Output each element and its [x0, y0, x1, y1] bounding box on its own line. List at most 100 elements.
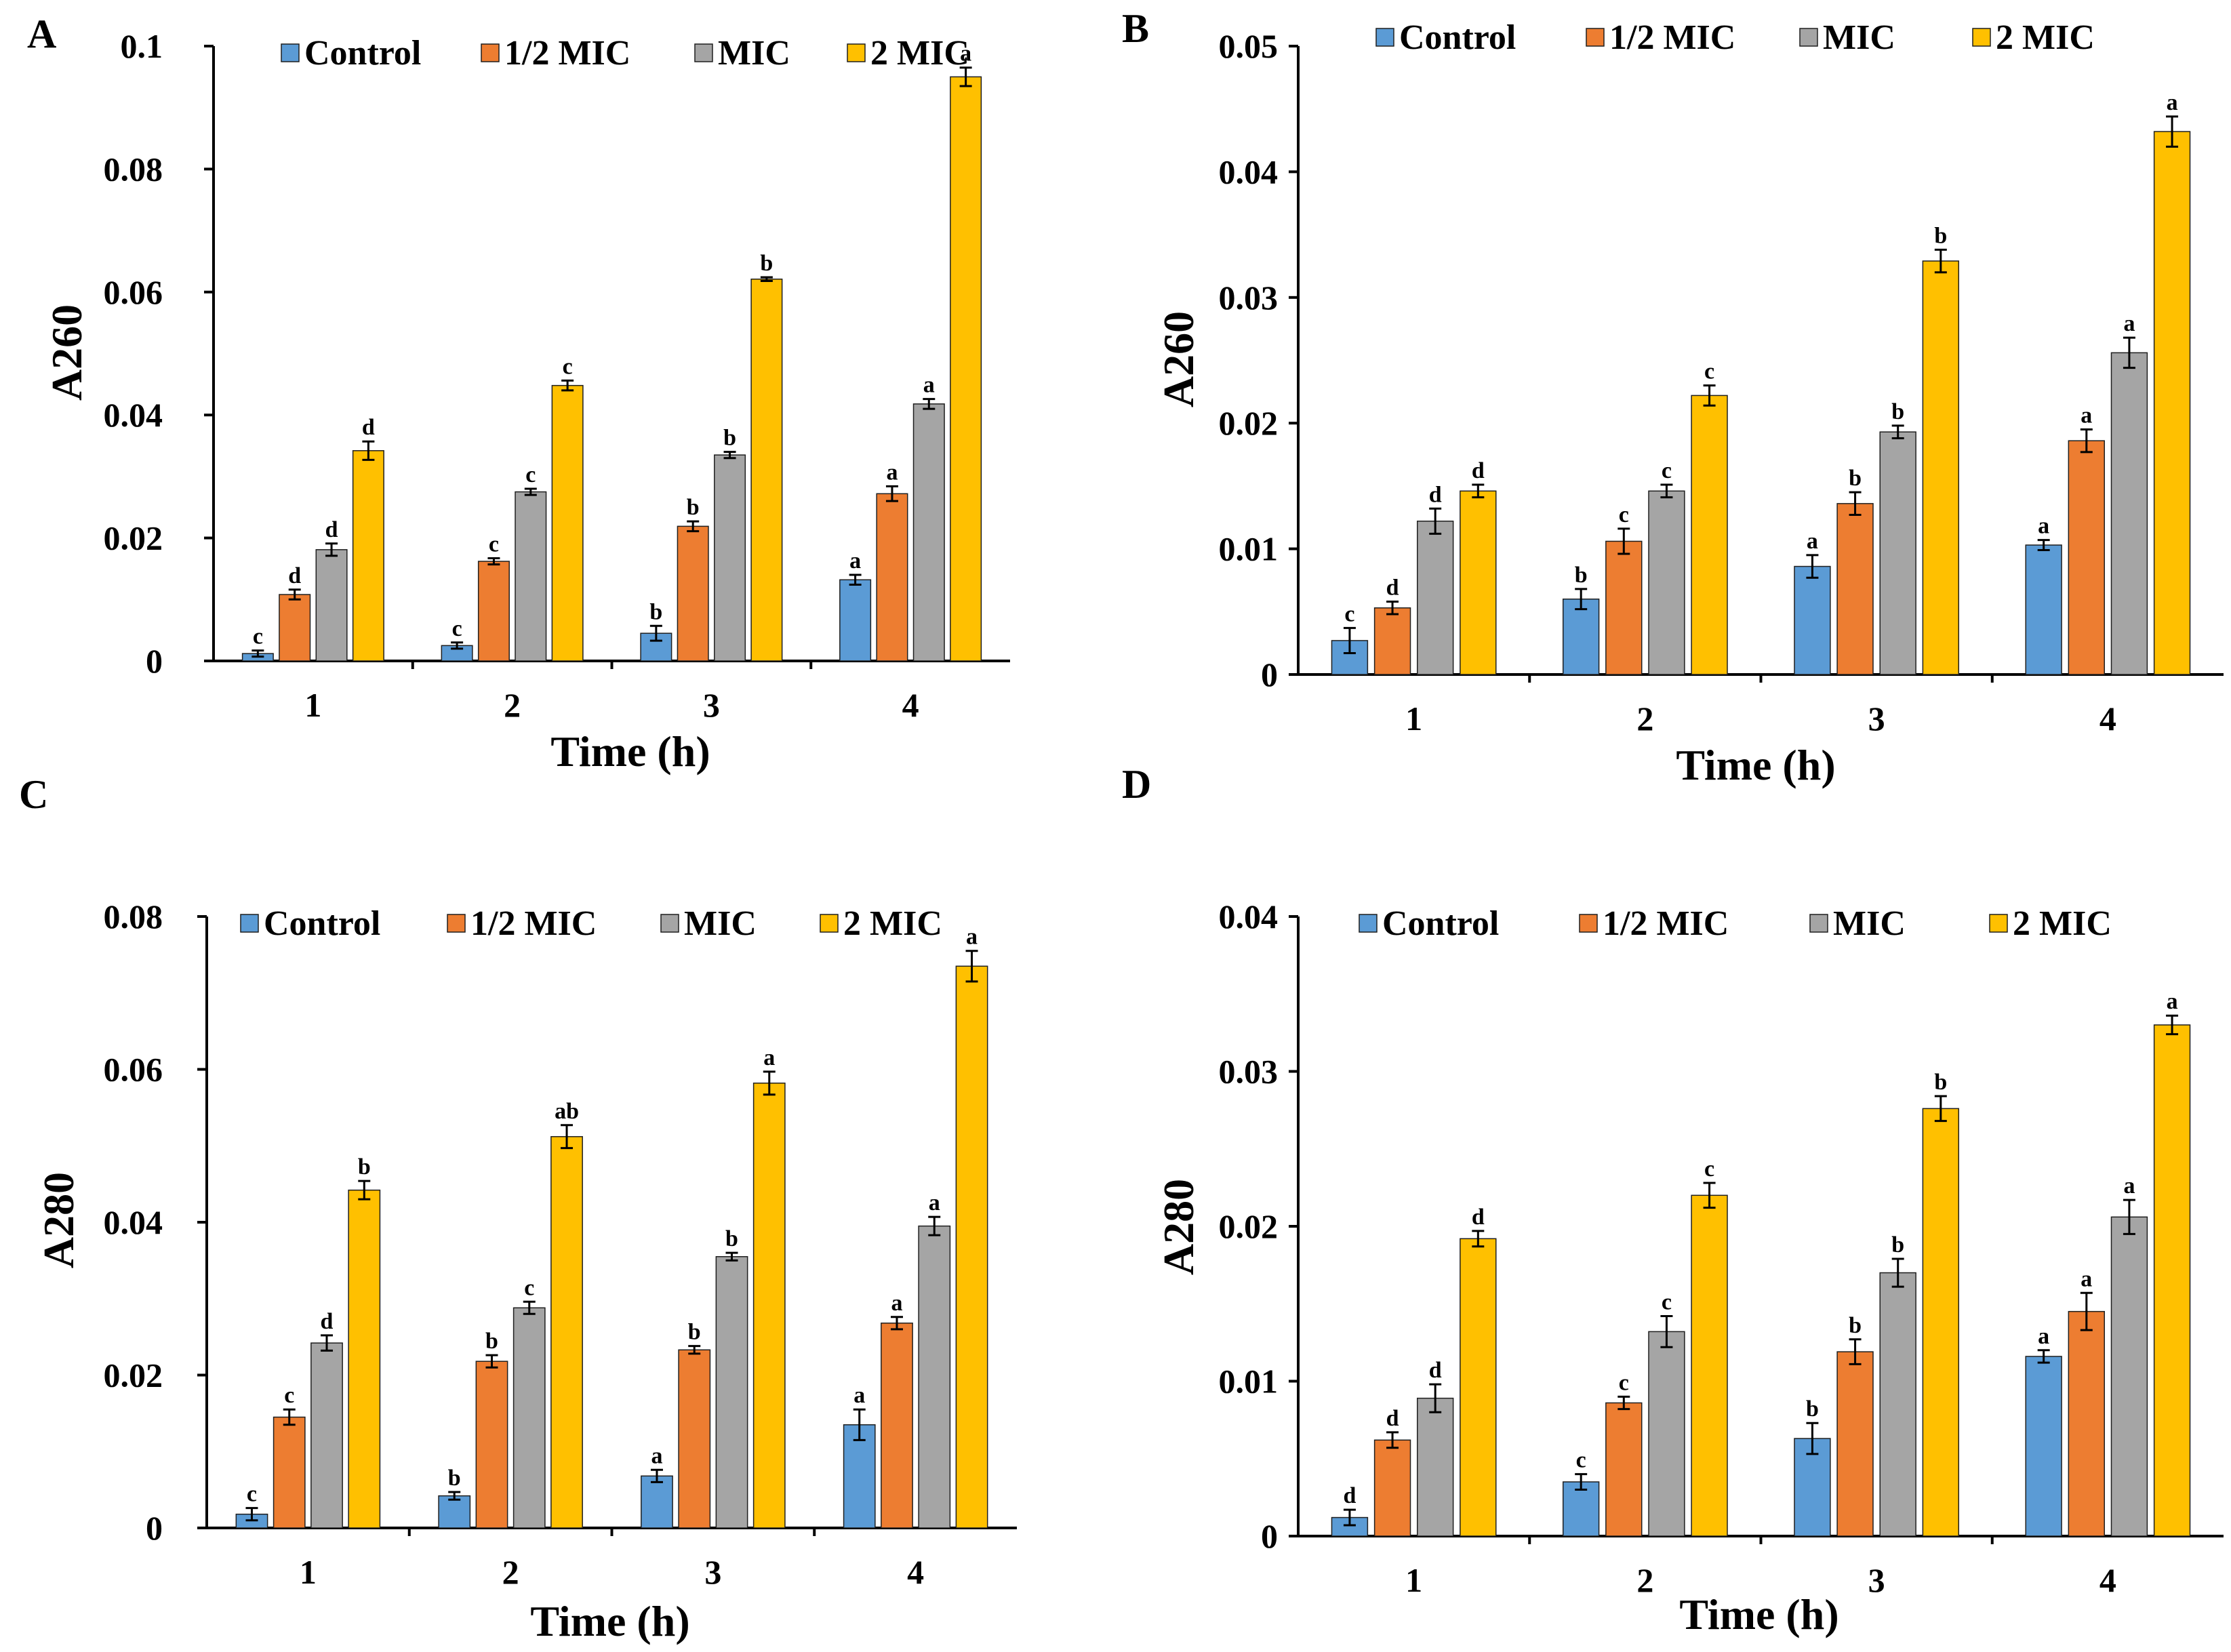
- panel-a-bar: [515, 491, 547, 662]
- panel-d-bar: [1605, 1402, 1643, 1537]
- panel-d: D 0 0.01 0.02 0.03 0.04 A280 Time (h) 1 d d d d 2 c c c c…: [1122, 762, 2224, 1638]
- panel-c-significance-label: c: [284, 1383, 294, 1408]
- panel-b-significance-label: a: [2123, 311, 2135, 336]
- panel-c-significance-label: a: [651, 1443, 662, 1468]
- panel-b-significance-label: b: [1891, 399, 1904, 424]
- panel-c-bar: [438, 1495, 471, 1529]
- panel-b-bar: [1879, 431, 1916, 675]
- panel-a-y-tick-label: 0.06: [104, 273, 163, 311]
- panel-b-y-tick-label: 0.02: [1219, 404, 1279, 442]
- panel-b-bar: [2153, 131, 2191, 675]
- panel-a-significance-label: a: [849, 548, 861, 573]
- panel-c-bar: [310, 1342, 343, 1529]
- panel-b-legend-label: 1/2 MIC: [1609, 18, 1735, 57]
- panel-a-x-axis-title: Time (h): [550, 727, 710, 775]
- panel-d-legend-swatch: [1579, 914, 1598, 933]
- panel-c-legend-label: 1/2 MIC: [470, 904, 597, 943]
- panel-d-legend-label: Control: [1382, 904, 1499, 943]
- panel-c-significance-label: a: [853, 1383, 865, 1408]
- panel-a-y-axis-title: A260: [43, 304, 91, 401]
- panel-b-x-tick-label: 4: [2099, 700, 2116, 738]
- panel-a-significance-label: c: [253, 624, 263, 649]
- panel-d-x-tick-label: 3: [1868, 1561, 1885, 1599]
- panel-c-significance-label: b: [688, 1320, 701, 1345]
- panel-a-bar: [551, 384, 584, 662]
- panel-c-legend-swatch: [660, 914, 679, 933]
- panel-b-bar: [1794, 565, 1831, 675]
- panel-b-bar: [1605, 540, 1643, 675]
- panel-c-letter: C: [19, 772, 48, 817]
- panel-c-legend-label: MIC: [684, 904, 757, 943]
- panel-a-bar: [477, 561, 510, 662]
- panel-c-bar: [512, 1307, 546, 1529]
- panel-c-significance-label: b: [358, 1154, 371, 1180]
- panel-d-significance-label: b: [1934, 1070, 1947, 1095]
- panel-b-y-axis-title: A260: [1154, 311, 1203, 407]
- panel-c-bar: [550, 1135, 583, 1529]
- panel-a-significance-label: a: [960, 41, 971, 66]
- panel-a-x-tick-label: 4: [902, 686, 919, 724]
- panel-a-bar: [876, 493, 908, 662]
- panel-b-y-tick-label: 0.03: [1219, 279, 1279, 317]
- panel-a-x-tick-label: 2: [504, 686, 521, 724]
- panel-c-y-tick-label: 0.04: [104, 1203, 163, 1241]
- panel-a-significance-label: b: [649, 599, 662, 624]
- panel-d-legend-label: 2 MIC: [2013, 904, 2112, 943]
- panel-b-legend-swatch: [1375, 28, 1394, 47]
- panel-a-letter: A: [27, 12, 56, 56]
- panel-c-significance-label: b: [725, 1226, 738, 1251]
- panel-b-x-tick-label: 2: [1636, 700, 1653, 738]
- panel-a-significance-label: b: [723, 426, 736, 451]
- panel-b-bar: [2025, 544, 2062, 675]
- panel-a-significance-label: d: [325, 517, 338, 542]
- panel-d-significance-label: d: [1429, 1358, 1442, 1383]
- panel-c: C 0 0.02 0.04 0.06 0.08 A280 Time (h) 1 c c d b 2 b b c a…: [19, 772, 1017, 1645]
- panel-b-x-axis-title: Time (h): [1676, 741, 1835, 789]
- panel-a-legend-label: Control: [304, 34, 421, 73]
- panel-a-bar: [677, 525, 709, 662]
- panel-a-y-tick-label: 0.04: [104, 396, 163, 434]
- panel-c-legend-label: Control: [264, 904, 380, 943]
- panel-b-legend-swatch: [1972, 28, 1991, 47]
- panel-d-bar: [2025, 1356, 2062, 1537]
- panel-d-y-tick-label: 0.01: [1219, 1363, 1279, 1401]
- panel-c-x-tick-label: 1: [300, 1553, 317, 1591]
- panel-d-bar: [1922, 1108, 1960, 1537]
- panel-a-legend-label: 1/2 MIC: [504, 34, 630, 73]
- panel-a-y-tick-label: 0.1: [121, 27, 163, 65]
- panel-b-x-tick-label: 3: [1868, 700, 1885, 738]
- panel-a-bar: [750, 279, 783, 662]
- panel-b-significance-label: a: [2167, 90, 2178, 115]
- panel-d-legend-swatch: [1359, 914, 1378, 933]
- panel-d-bar: [1879, 1272, 1916, 1537]
- panel-c-significance-label: a: [763, 1045, 775, 1070]
- panel-b-significance-label: c: [1704, 359, 1714, 384]
- panel-b-significance-label: a: [1807, 529, 1818, 554]
- panel-b-significance-label: c: [1619, 502, 1629, 527]
- panel-d-legend-label: MIC: [1833, 904, 1906, 943]
- panel-a-legend-swatch: [481, 43, 500, 62]
- panel-d-significance-label: a: [2167, 989, 2178, 1014]
- panel-b-bar: [1562, 599, 1600, 675]
- panel-b-bar: [1836, 503, 1874, 675]
- panel-c-bar: [678, 1349, 711, 1529]
- panel-b-legend-swatch: [1799, 28, 1818, 47]
- panel-d-y-tick-label: 0.02: [1219, 1207, 1279, 1245]
- panel-c-legend-swatch: [820, 914, 839, 933]
- panel-d-significance-label: d: [1472, 1205, 1485, 1230]
- panel-b-bar: [1691, 395, 1728, 675]
- panel-a-bar: [315, 549, 348, 662]
- panel-d-significance-label: c: [1576, 1448, 1586, 1473]
- panel-b-significance-label: d: [1386, 575, 1399, 600]
- panel-c-bar: [715, 1255, 748, 1529]
- panel-d-significance-label: b: [1849, 1313, 1862, 1338]
- panel-c-legend-swatch: [447, 914, 466, 933]
- panel-a-bar: [279, 594, 311, 662]
- panel-b-bar: [1373, 607, 1411, 675]
- panel-a-significance-label: a: [923, 373, 935, 398]
- panel-d-bar: [1691, 1194, 1728, 1537]
- panel-d-x-tick-label: 4: [2099, 1561, 2116, 1599]
- panel-b-y-tick-label: 0.05: [1219, 27, 1279, 65]
- panel-d-significance-label: b: [1806, 1396, 1819, 1422]
